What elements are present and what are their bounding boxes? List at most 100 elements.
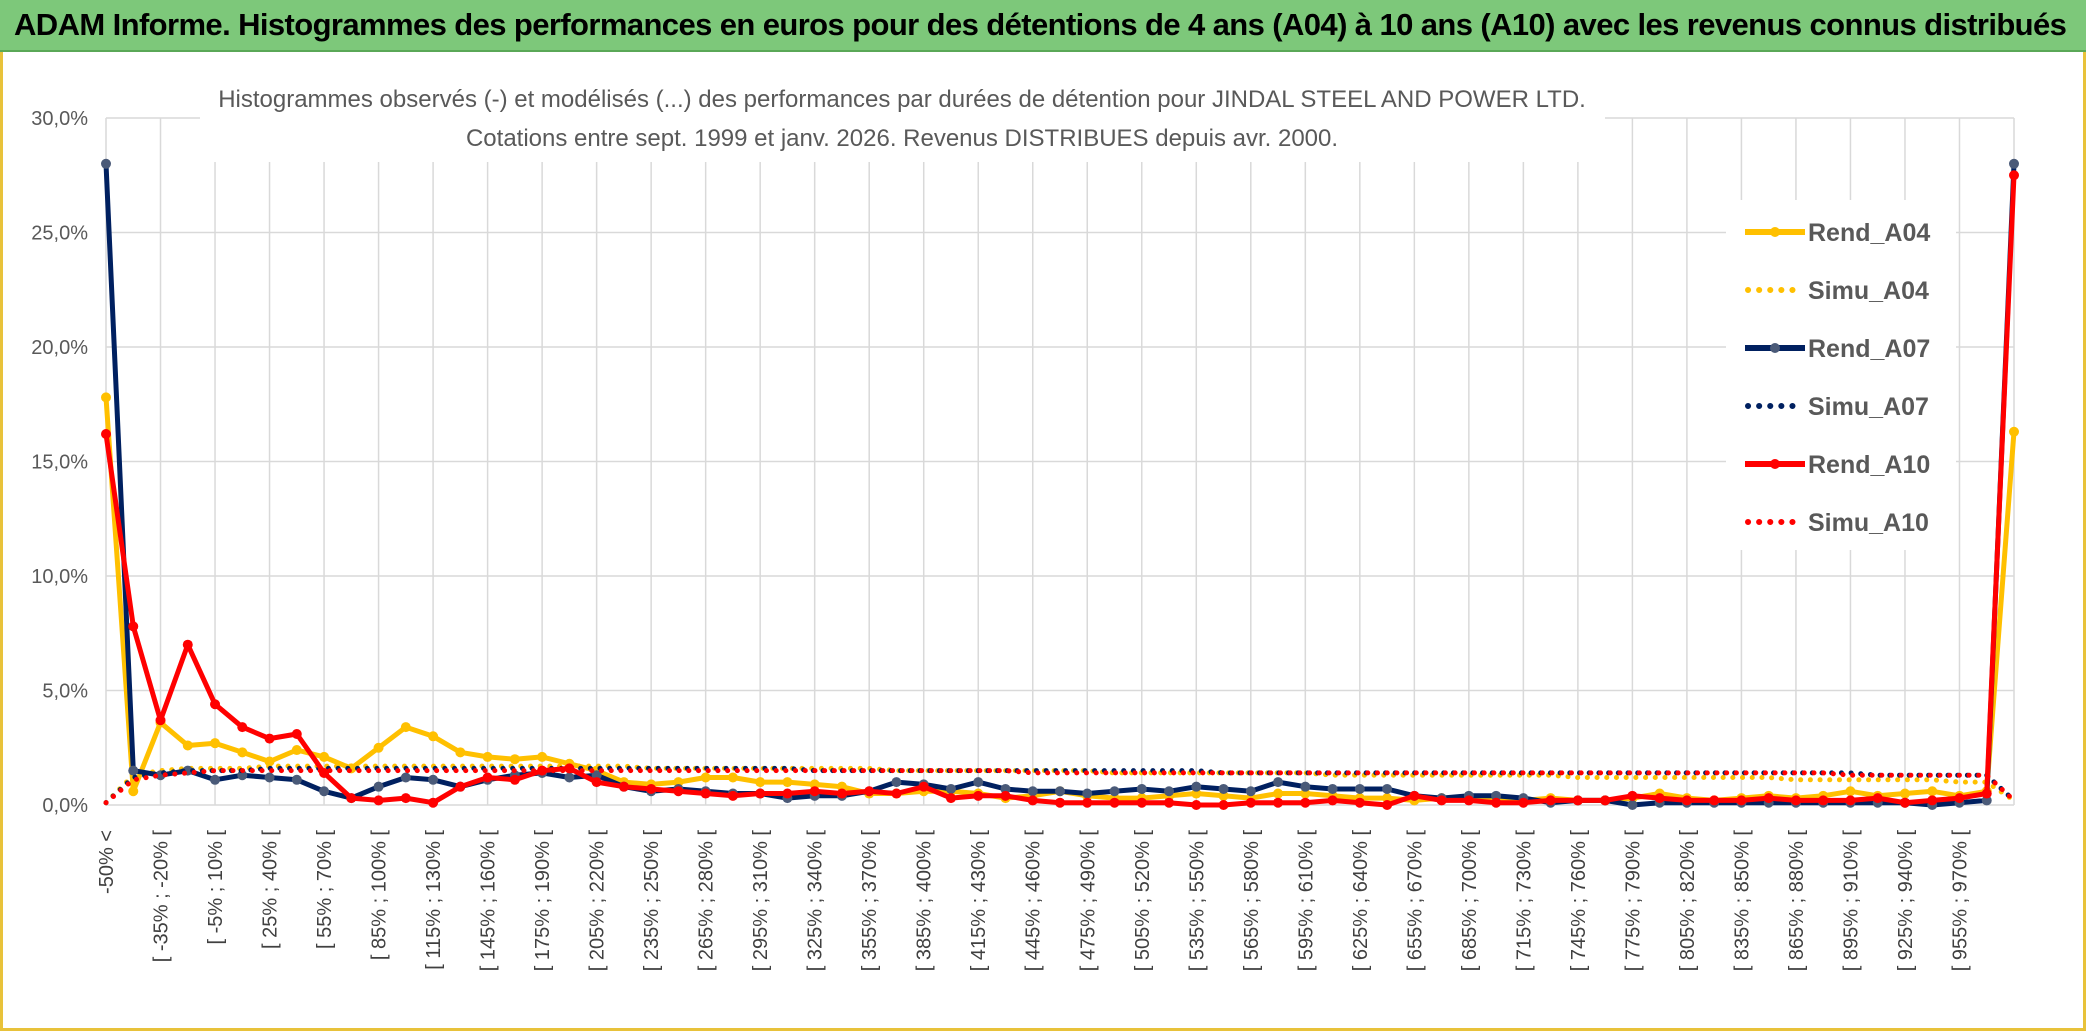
legend-item-simu-a07: Simu_A07 xyxy=(1745,393,1929,421)
data-point xyxy=(918,781,929,792)
data-point xyxy=(1082,788,1093,799)
data-point xyxy=(1899,788,1910,799)
x-tick-label: [ 115% ; 130% [ xyxy=(423,830,445,970)
x-tick-label: [ 415% ; 430% [ xyxy=(968,830,990,972)
data-point xyxy=(291,729,302,740)
x-tick-label: [ 325% ; 340% [ xyxy=(805,830,827,972)
data-point xyxy=(155,715,166,726)
data-point xyxy=(809,779,820,790)
data-point xyxy=(673,786,684,797)
data-point xyxy=(182,639,193,650)
data-point xyxy=(1736,795,1747,806)
x-tick-label: [ 205% ; 220% [ xyxy=(587,830,609,972)
data-point xyxy=(1818,795,1829,806)
x-tick-label: [ 925% ; 940% [ xyxy=(1895,830,1917,972)
legend-label: Rend_A07 xyxy=(1808,335,1930,363)
data-point xyxy=(1000,790,1011,801)
legend: Rend_A04 Simu_A04 Rend_A07 Simu_A07 Rend_A10… xyxy=(1726,200,1956,550)
legend-label: Rend_A04 xyxy=(1808,219,1930,247)
data-point xyxy=(210,699,221,710)
data-point xyxy=(1382,783,1393,794)
data-point xyxy=(1245,797,1256,808)
data-point xyxy=(1763,793,1774,804)
data-point xyxy=(482,751,493,762)
data-point xyxy=(1300,781,1311,792)
data-point xyxy=(945,783,956,794)
data-point xyxy=(1164,797,1175,808)
x-tick-label: [ 55% ; 70% [ xyxy=(314,830,336,949)
data-point xyxy=(373,795,384,806)
data-point xyxy=(727,772,738,783)
data-point xyxy=(2009,426,2019,437)
data-point xyxy=(1600,795,1611,806)
data-point xyxy=(264,772,275,783)
x-tick-label: [ 175% ; 190% [ xyxy=(532,830,554,972)
x-tick-label: -50% < xyxy=(96,830,118,894)
chart-subtitle: Cotations entre sept. 1999 et janv. 2026… xyxy=(466,125,1338,152)
data-point xyxy=(2009,158,2019,169)
x-tick-label: [ 265% ; 280% [ xyxy=(696,830,718,972)
x-tick-label: [ 835% ; 850% [ xyxy=(1731,830,1753,972)
x-tick-label: [ -35% ; -20% [ xyxy=(151,830,173,963)
data-point xyxy=(945,793,956,804)
data-point xyxy=(1845,795,1856,806)
data-point xyxy=(1981,795,1992,806)
data-point xyxy=(509,754,520,765)
data-point xyxy=(1245,786,1256,797)
data-point xyxy=(291,745,302,756)
data-point xyxy=(1927,795,1938,806)
data-point xyxy=(319,786,330,797)
data-point xyxy=(1981,788,1992,799)
data-point xyxy=(1845,786,1856,797)
x-tick-label: [ 475% ; 490% [ xyxy=(1077,830,1099,972)
x-tick-label: [ 535% ; 550% [ xyxy=(1186,830,1208,972)
data-point xyxy=(836,788,847,799)
data-point xyxy=(973,790,984,801)
data-point xyxy=(1027,786,1038,797)
legend-label: Rend_A10 xyxy=(1808,451,1930,479)
data-point xyxy=(319,751,330,762)
series-simu-a10 xyxy=(103,768,2017,806)
data-point xyxy=(1136,783,1147,794)
title-background xyxy=(200,76,1605,162)
y-tick-label: 25,0% xyxy=(31,223,88,245)
x-axis-tick-labels: -50% < [ -35% ; -20% [[ -5% ; 10% [[ 25% … xyxy=(96,830,1971,972)
data-point xyxy=(1491,790,1502,801)
x-tick-label: [ 445% ; 460% [ xyxy=(1023,830,1045,972)
data-point xyxy=(264,756,275,767)
data-point xyxy=(1681,795,1692,806)
data-point xyxy=(1899,797,1910,808)
data-point xyxy=(101,158,111,169)
x-tick-label: [ 625% ; 640% [ xyxy=(1350,830,1372,972)
data-point xyxy=(455,747,466,758)
data-point xyxy=(428,731,439,742)
data-point xyxy=(1572,795,1583,806)
x-tick-label: [ 385% ; 400% [ xyxy=(914,830,936,972)
data-point xyxy=(782,777,793,788)
data-point xyxy=(700,788,711,799)
data-point xyxy=(373,742,384,753)
x-tick-label: [ -5% ; 10% [ xyxy=(205,830,227,945)
series-line xyxy=(103,763,2017,806)
x-tick-label: [ 145% ; 160% [ xyxy=(478,830,500,972)
x-tick-label: [ 85% ; 100% [ xyxy=(369,830,391,961)
data-point xyxy=(1055,797,1065,808)
data-point xyxy=(1027,795,1038,806)
data-point xyxy=(782,788,793,799)
x-tick-label: [ 895% ; 910% [ xyxy=(1840,830,1862,972)
y-tick-label: 10,0% xyxy=(31,566,88,588)
data-point xyxy=(1491,797,1502,808)
data-point xyxy=(1109,786,1120,797)
data-point xyxy=(1164,786,1175,797)
legend-item-rend-a04: Rend_A04 xyxy=(1745,219,1930,247)
data-point xyxy=(618,781,629,792)
data-point xyxy=(210,774,221,785)
chart-title: Histogrammes observés (-) et modélisés (… xyxy=(218,86,1586,113)
data-point xyxy=(1109,797,1120,808)
legend-item-simu-a10: Simu_A10 xyxy=(1745,509,1929,537)
data-point xyxy=(1709,795,1720,806)
data-point xyxy=(482,772,493,783)
y-tick-label: 5,0% xyxy=(42,681,88,703)
y-tick-label: 15,0% xyxy=(31,452,88,474)
